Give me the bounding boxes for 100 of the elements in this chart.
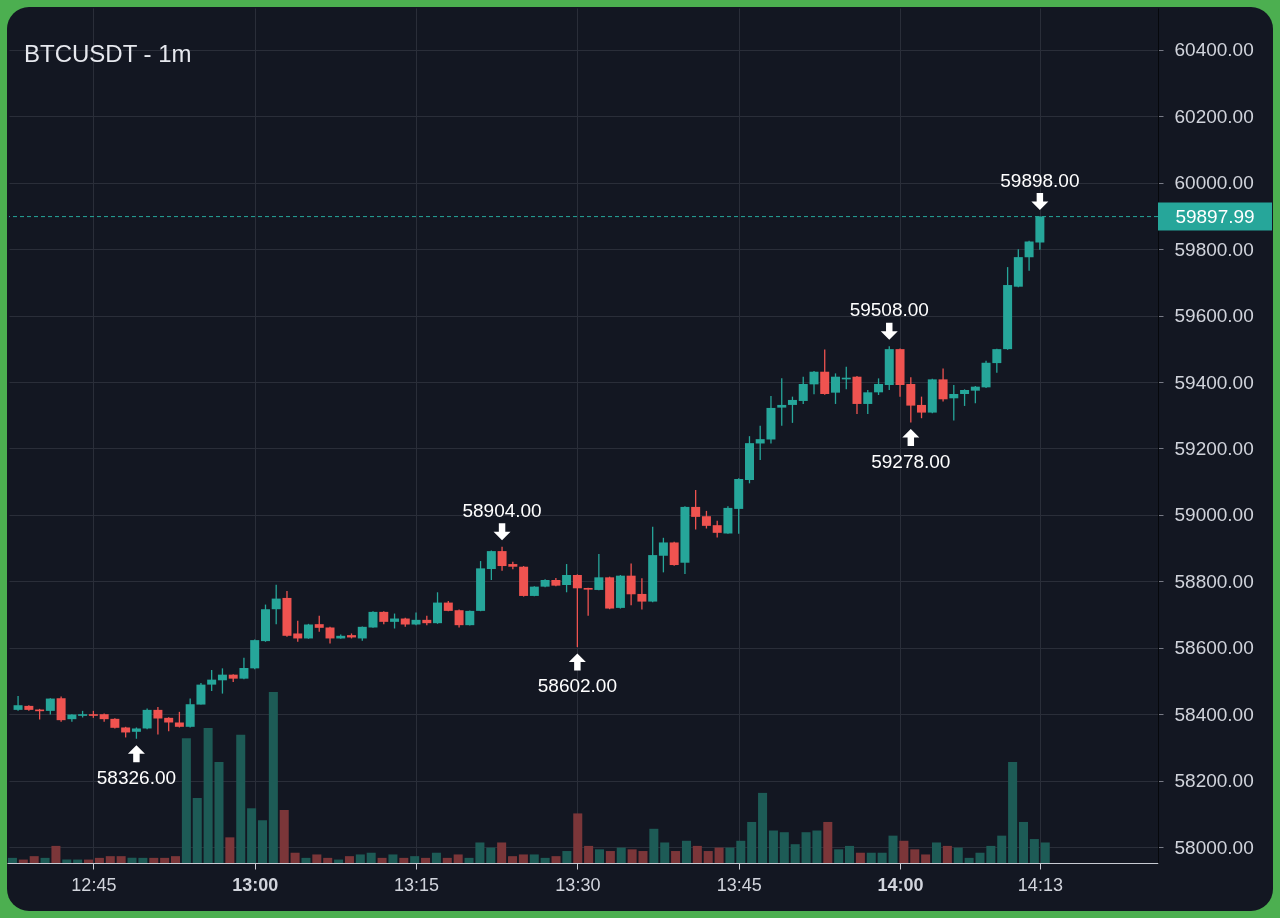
bar xyxy=(953,847,963,863)
candlestick xyxy=(142,707,152,730)
bar xyxy=(942,845,952,863)
bar xyxy=(225,837,235,863)
candlestick xyxy=(755,425,765,461)
bar xyxy=(496,842,506,863)
ref-line-label: 59897.99 xyxy=(1175,205,1255,227)
bar xyxy=(562,851,572,863)
candlestick xyxy=(56,695,66,723)
bar xyxy=(94,857,104,863)
bar xyxy=(605,851,615,863)
bar xyxy=(279,809,289,863)
bar xyxy=(746,821,756,863)
bar xyxy=(148,857,158,863)
candlestick xyxy=(572,573,582,648)
bar xyxy=(714,847,724,863)
bar xyxy=(551,856,561,863)
bar xyxy=(388,854,398,863)
y-tick-label: 58800.00 xyxy=(1174,570,1254,592)
annotation: 58904.00 xyxy=(462,499,542,521)
bar xyxy=(246,808,256,863)
bar xyxy=(899,840,909,863)
bar xyxy=(518,854,528,863)
bar xyxy=(29,856,39,863)
bar xyxy=(409,856,419,863)
bar xyxy=(268,692,278,863)
bar xyxy=(159,857,169,863)
bar xyxy=(725,847,735,863)
candlestick xyxy=(798,376,808,405)
x-tick-label: 14:13 xyxy=(1017,874,1063,895)
x-tick-label: 13:30 xyxy=(555,874,601,895)
annotation: 59508.00 xyxy=(849,299,929,321)
bar xyxy=(377,857,387,863)
bar xyxy=(442,857,452,863)
bar xyxy=(344,856,354,863)
annotation: 59278.00 xyxy=(871,450,951,472)
candlestick xyxy=(691,489,701,531)
x-tick-label: 13:15 xyxy=(394,874,440,895)
bar xyxy=(616,847,626,863)
y-tick-label: 59200.00 xyxy=(1174,437,1254,459)
bar xyxy=(790,844,800,863)
candlestick xyxy=(594,553,604,591)
bar xyxy=(681,840,691,863)
bar xyxy=(507,856,517,863)
y-tick-label: 59400.00 xyxy=(1174,371,1254,393)
bar xyxy=(1029,839,1039,863)
bar xyxy=(931,842,941,863)
bar xyxy=(888,835,898,863)
candlestick xyxy=(831,372,840,405)
bar xyxy=(40,857,50,863)
candlestick xyxy=(153,706,163,736)
candlestick xyxy=(13,695,23,712)
y-tick-label: 60400.00 xyxy=(1174,39,1254,61)
candlestick xyxy=(658,537,668,573)
candlestick xyxy=(938,367,948,403)
candlestick xyxy=(917,395,927,419)
candlestick xyxy=(787,395,797,424)
bar xyxy=(398,857,408,863)
y-tick-label: 59600.00 xyxy=(1174,305,1254,327)
x-tick-label: 12:45 xyxy=(71,874,117,895)
bar xyxy=(322,857,332,863)
bar xyxy=(420,857,430,863)
y-tick-label: 60200.00 xyxy=(1174,105,1254,127)
candlestick xyxy=(562,563,572,593)
bar xyxy=(583,845,593,863)
y-tick-label: 59800.00 xyxy=(1174,238,1254,260)
bar xyxy=(170,856,180,863)
bar xyxy=(594,849,604,863)
bar xyxy=(855,852,865,863)
bar xyxy=(670,851,680,863)
candlestick xyxy=(863,389,873,415)
bar xyxy=(290,852,300,863)
bar xyxy=(540,857,550,863)
y-tick-label: 58200.00 xyxy=(1174,770,1254,792)
bar xyxy=(1007,762,1017,863)
bar xyxy=(529,854,539,863)
bar xyxy=(1040,842,1050,863)
x-tick-label: 13:00 xyxy=(232,874,279,895)
candlestick xyxy=(637,577,647,611)
bar xyxy=(116,856,126,863)
bar xyxy=(909,849,919,863)
bar xyxy=(844,845,854,863)
x-tick-label: 13:45 xyxy=(716,874,762,895)
bar xyxy=(105,856,115,863)
annotation: 59898.00 xyxy=(1000,169,1080,191)
candlestick xyxy=(271,583,281,625)
y-tick-label: 59000.00 xyxy=(1174,504,1254,526)
annotation: 58326.00 xyxy=(96,766,177,788)
candlestick xyxy=(809,370,819,395)
bar xyxy=(51,845,61,863)
bar xyxy=(1018,821,1028,863)
bar xyxy=(453,854,463,863)
bar xyxy=(877,852,887,863)
bar xyxy=(833,849,843,863)
candlestick xyxy=(583,586,593,617)
candlestick xyxy=(293,620,303,643)
bar xyxy=(485,847,495,863)
bar xyxy=(757,792,767,863)
bar xyxy=(312,854,322,863)
y-tick-label: 58600.00 xyxy=(1174,637,1254,659)
